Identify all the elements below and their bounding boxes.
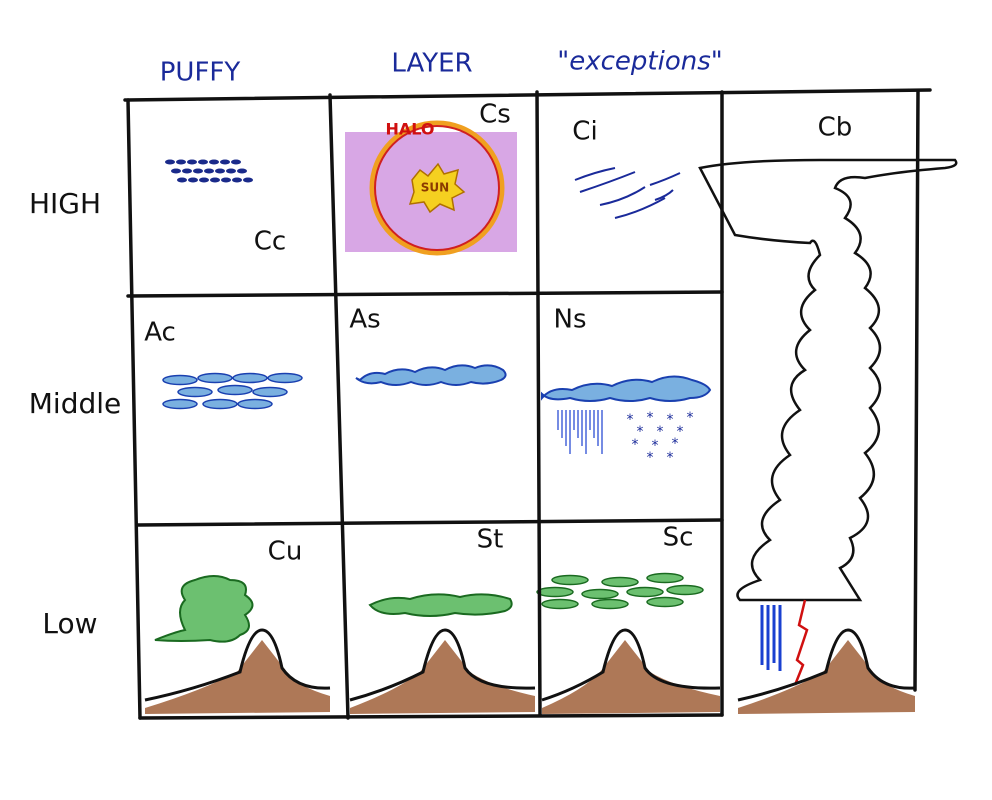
cirrocumulus-puff [232, 177, 242, 183]
mountain [349, 628, 536, 702]
rain [760, 605, 782, 671]
cloud-label: Ns [554, 305, 587, 335]
cirrocumulus-puff [215, 168, 225, 174]
cumulonimbus [698, 158, 958, 602]
cirrocumulus-puff [165, 159, 175, 165]
stratocumulus-puff [581, 588, 619, 600]
cirrocumulus-puff [237, 168, 247, 174]
halo-ring [369, 120, 505, 256]
grid [123, 88, 932, 720]
mountain [541, 628, 721, 702]
snowflake: * [657, 424, 664, 440]
column-header: PUFFY [160, 58, 241, 88]
cirrocumulus-puff [187, 159, 197, 165]
cirrocumulus-puff [209, 159, 219, 165]
altocumulus-puff [237, 398, 273, 410]
halo-label: HALO [386, 120, 435, 139]
stratus [368, 593, 513, 617]
cirrocumulus-puff [231, 159, 241, 165]
altocumulus-puff [162, 374, 198, 386]
cirrocumulus-puff [198, 159, 208, 165]
snowflake: * [677, 424, 684, 440]
stratocumulus-puff [541, 598, 579, 610]
cirrocumulus-puff [176, 159, 186, 165]
cirrocumulus-puff [243, 177, 253, 183]
cloud-label: Cb [818, 113, 853, 143]
mountain [737, 628, 916, 702]
snowflake: * [637, 424, 644, 440]
altocumulus-puff [252, 386, 288, 398]
cirrocumulus-puff [171, 168, 181, 174]
halo-ring-inner [374, 125, 500, 251]
sun [408, 162, 466, 214]
grid-line [126, 290, 724, 720]
sun-label: SUN [421, 181, 449, 195]
snowflake: * [647, 410, 654, 426]
ground [350, 640, 535, 714]
cirrocumulus-puff [188, 177, 198, 183]
stratocumulus-puff [626, 586, 664, 598]
row-label: Middle [29, 387, 122, 420]
snowflake: * [632, 437, 639, 453]
stratocumulus-puff [551, 574, 589, 586]
lightning [793, 599, 809, 686]
column-header: LAYER [391, 49, 472, 79]
snowflake: * [687, 410, 694, 426]
row-label: HIGH [29, 187, 101, 220]
cell-labels: Cc Cs Ci Ac As Ns Cu St Sc Cb HALO SUN [144, 100, 852, 567]
cloud-label: Cs [479, 100, 511, 130]
column-header: "exceptions" [557, 47, 722, 77]
stratocumulus-puff [591, 598, 629, 610]
stratocumulus-puff [646, 596, 684, 608]
altocumulus-puff [197, 372, 233, 384]
cirrocumulus-puff [177, 177, 187, 183]
mountain [144, 628, 331, 702]
cirrocumulus-puff [193, 168, 203, 174]
ground [738, 640, 915, 714]
cloud-label: St [477, 525, 504, 555]
altocumulus-puff [162, 398, 198, 410]
altocumulus-puff [217, 384, 253, 396]
cirrocumulus-puff [204, 168, 214, 174]
grid-line [123, 88, 932, 102]
snowflake: * [652, 438, 659, 454]
stratocumulus-puff [536, 586, 574, 598]
headers: PUFFY LAYER "exceptions" HIGH Middle Low [29, 47, 723, 641]
cloud-label: Ac [144, 318, 176, 348]
cloud-label: Ci [572, 117, 597, 147]
cumulus [154, 575, 254, 643]
nimbostratus [541, 375, 712, 402]
row-label: Low [42, 607, 97, 640]
cirrocumulus-puff [182, 168, 192, 174]
cirrocumulus-puff [221, 177, 231, 183]
cirrus-streaks [574, 167, 681, 219]
altocumulus-puff [177, 386, 213, 398]
ground [145, 640, 330, 714]
snowflake: * [647, 450, 654, 466]
snowflake: * [667, 412, 674, 428]
grid-line [126, 90, 920, 720]
cloud-label: Cu [268, 537, 303, 567]
stratocumulus-puff [666, 584, 704, 596]
altocumulus-puff [267, 372, 303, 384]
snowflake: * [672, 436, 679, 452]
snowflake: * [667, 450, 674, 466]
stratocumulus-puff [646, 572, 684, 584]
stratocumulus-puff [601, 576, 639, 588]
ground [542, 640, 720, 714]
cirrocumulus-puff [220, 159, 230, 165]
snowflake: * [627, 412, 634, 428]
cloud-label: Cc [254, 227, 286, 257]
altostratus [355, 364, 507, 386]
cirrocumulus-puff [226, 168, 236, 174]
drawings: * * * ** * ** * ** * [144, 120, 958, 714]
altocumulus-puff [232, 372, 268, 384]
cloud-label: As [349, 305, 380, 335]
cirrocumulus-puff [210, 177, 220, 183]
cloud-label: Sc [663, 523, 694, 553]
cirrocumulus-puff [199, 177, 209, 183]
altocumulus-puff [202, 398, 238, 410]
